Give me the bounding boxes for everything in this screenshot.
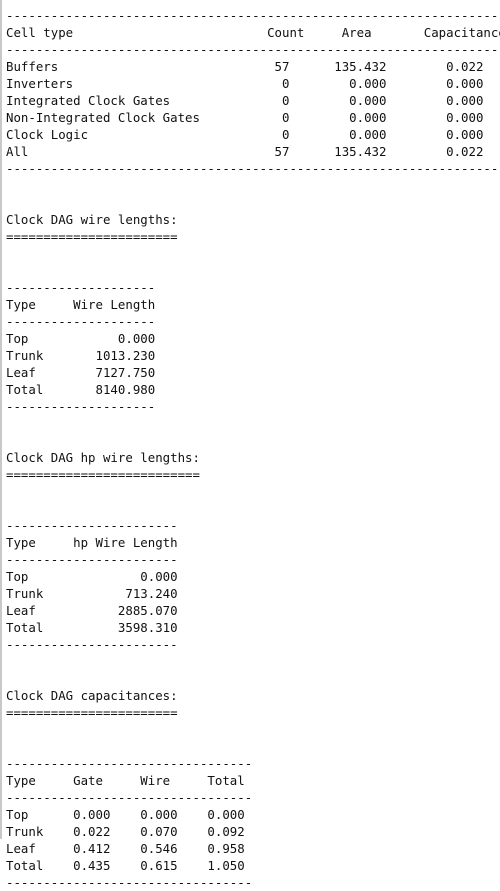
hp-wire-lengths-row-top: Top 0.000 (6, 569, 178, 584)
hp-wire-lengths-row-leaf: Leaf 2885.070 (6, 603, 178, 618)
capacitances-rule-top: --------------------------------- (6, 756, 253, 771)
wire-lengths-title: Clock DAG wire lengths: (6, 212, 178, 227)
hp-wire-lengths-rule-top: ----------------------- (6, 518, 178, 533)
wire-lengths-rule-mid: -------------------- (6, 314, 156, 329)
blank-line (6, 177, 500, 194)
hp-wire-lengths-row-trunk: Trunk 713.240 (6, 586, 178, 601)
cell-table-rule-top: ----------------------------------------… (6, 8, 500, 23)
blank-line (6, 670, 500, 687)
cell-table-row-icg: Integrated Clock Gates 0 0.000 0.000 (6, 93, 484, 108)
capacitances-row-total: Total 0.435 0.615 1.050 (6, 858, 245, 873)
cell-table-rule-bottom: ----------------------------------------… (6, 161, 500, 176)
hp-wire-lengths-underline: ========================== (6, 467, 200, 482)
cell-table-row-buffers: Buffers 57 135.432 0.022 (6, 59, 484, 74)
wire-lengths-rule-bottom: -------------------- (6, 399, 156, 414)
cell-table-row-all: All 57 135.432 0.022 (6, 144, 484, 159)
wire-lengths-underline: ======================= (6, 229, 178, 244)
hp-wire-lengths-rule-mid: ----------------------- (6, 552, 178, 567)
capacitances-title: Clock DAG capacitances: (6, 688, 178, 703)
blank-line (6, 738, 500, 755)
capacitances-rule-bottom: --------------------------------- (6, 875, 253, 890)
console-output: ----------------------------------------… (6, 7, 500, 891)
capacitances-rule-mid: --------------------------------- (6, 790, 253, 805)
wire-lengths-row-leaf: Leaf 7127.750 (6, 365, 156, 380)
cell-table-row-inverters: Inverters 0 0.000 0.000 (6, 76, 484, 91)
blank-line (6, 245, 500, 262)
hp-wire-lengths-header: Type hp Wire Length (6, 535, 178, 550)
capacitances-row-leaf: Leaf 0.412 0.546 0.958 (6, 841, 245, 856)
blank-line (6, 415, 500, 432)
blank-line (6, 721, 500, 738)
blank-line (6, 500, 500, 517)
wire-lengths-row-trunk: Trunk 1013.230 (6, 348, 156, 363)
blank-line (6, 262, 500, 279)
wire-lengths-row-total: Total 8140.980 (6, 382, 156, 397)
hp-wire-lengths-rule-bottom: ----------------------- (6, 637, 178, 652)
window-left-border (0, 0, 2, 839)
cell-table-row-nicg: Non-Integrated Clock Gates 0 0.000 0.000 (6, 110, 484, 125)
capacitances-row-top: Top 0.000 0.000 0.000 (6, 807, 245, 822)
blank-line (6, 194, 500, 211)
blank-line (6, 432, 500, 449)
cell-table-rule-mid: ----------------------------------------… (6, 42, 500, 57)
blank-line (6, 653, 500, 670)
blank-line (6, 483, 500, 500)
cell-table-row-clock-logic: Clock Logic 0 0.000 0.000 (6, 127, 484, 142)
cell-table-header: Cell type Count Area Capacitance (6, 25, 500, 40)
hp-wire-lengths-title: Clock DAG hp wire lengths: (6, 450, 200, 465)
capacitances-header: Type Gate Wire Total (6, 773, 245, 788)
wire-lengths-rule-top: -------------------- (6, 280, 156, 295)
hp-wire-lengths-row-total: Total 3598.310 (6, 620, 178, 635)
wire-lengths-row-top: Top 0.000 (6, 331, 156, 346)
wire-lengths-header: Type Wire Length (6, 297, 156, 312)
capacitances-underline: ======================= (6, 705, 178, 720)
capacitances-row-trunk: Trunk 0.022 0.070 0.092 (6, 824, 245, 839)
